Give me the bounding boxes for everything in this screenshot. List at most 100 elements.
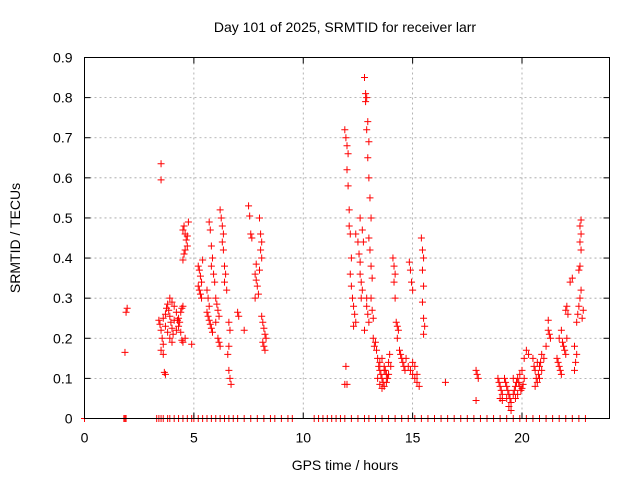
data-point [573,318,581,326]
data-point [261,346,269,354]
data-point [566,278,574,286]
data-point [245,202,253,210]
data-point [382,378,390,386]
data-point [159,350,167,358]
data-point [556,366,564,374]
data-point [195,286,203,294]
y-tick-labels: 0 0.1 0.2 0.3 0.4 0.5 0.6 0.7 0.8 0.9 [53,50,73,427]
chart-title: Day 101 of 2025, SRMTID for receiver lar… [214,19,477,35]
data-point [417,234,425,242]
data-point [561,346,569,354]
data-point [564,310,572,318]
data-point [574,310,582,318]
data-point [350,302,358,310]
data-point [179,256,187,264]
data-point [357,278,365,286]
y-tick-label: 0.4 [53,250,73,266]
data-point [409,358,417,366]
data-point [161,310,169,318]
data-point [386,350,394,358]
data-point [560,342,568,350]
data-point [343,142,351,150]
data-point [562,306,570,314]
data-point [198,294,206,302]
data-point [362,90,370,98]
data-point [170,302,178,310]
data-point [165,306,173,314]
data-point [576,294,584,302]
data-point [577,230,585,238]
data-point [168,324,176,332]
data-point [363,302,371,310]
data-point [215,338,223,346]
data-point [370,342,378,350]
y-tick-label: 0 [65,411,73,427]
data-point [207,324,215,332]
data-point [156,320,164,328]
data-point [351,310,359,318]
data-point [392,318,400,326]
data-point [418,298,426,306]
data-point [396,346,403,354]
data-point [121,348,129,356]
data-point [518,366,526,374]
data-point [503,382,511,390]
data-point [196,272,204,280]
data-point [204,312,212,320]
data-point [576,222,584,230]
data-point [344,182,352,190]
data-point [538,350,546,358]
data-point [175,322,183,330]
y-tick-label: 0.9 [53,50,73,66]
data-point [369,314,377,322]
data-point [347,254,355,262]
data-point [251,270,259,278]
data-point [579,306,587,314]
data-point [198,278,206,286]
data-point [170,316,178,324]
data-point [371,338,379,346]
data-point [365,174,373,182]
x-tick-labels: 0 5 10 15 20 [81,430,530,446]
data-point [531,366,539,374]
data-point [159,340,167,348]
data-point [376,358,384,366]
data-point [387,362,395,370]
data-point [169,330,177,338]
data-point [226,374,234,382]
data-point [516,370,524,378]
data-point [257,246,265,254]
data-point [262,334,270,342]
data-point [256,266,263,274]
data-point [368,274,376,282]
data-point [563,302,571,310]
data-point [157,326,165,334]
data-point [510,386,518,394]
data-point [257,230,265,238]
data-point [172,326,180,334]
data-point [157,160,165,168]
data-point [356,258,364,266]
data-point [343,166,351,174]
data-point [577,246,585,254]
data-point [356,214,364,222]
data-point [252,260,260,268]
data-point [164,300,172,308]
data-point [503,394,511,402]
data-point [204,294,212,302]
data-point [203,286,211,294]
plot-frame [84,57,610,419]
data-point [473,370,481,378]
x-tick-label: 20 [514,430,530,446]
data-point [183,242,191,250]
data-point [206,320,214,328]
data-point [420,254,428,262]
data-point [406,266,414,274]
data-point [408,278,416,286]
data-point [573,350,581,358]
data-point [234,308,242,316]
data-point [540,354,548,362]
data-point [389,254,397,262]
data-point [374,374,382,382]
